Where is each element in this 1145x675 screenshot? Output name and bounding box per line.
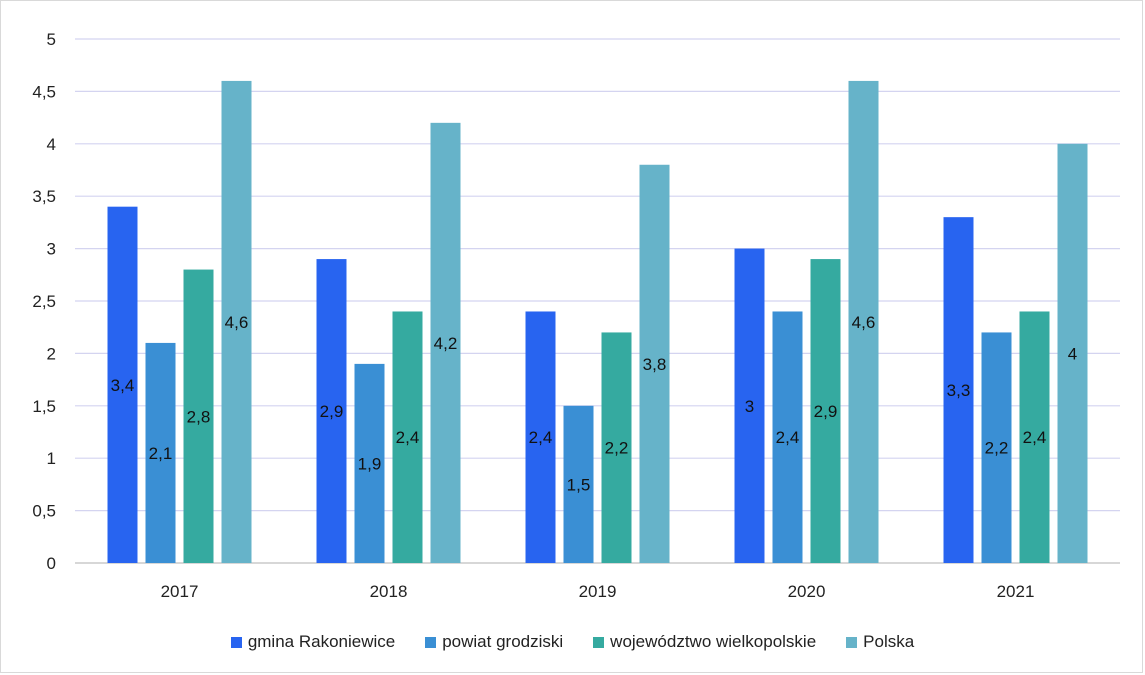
data-label: 3,8 [643,355,667,374]
y-tick-label: 0,5 [32,502,56,521]
bar [354,363,385,563]
data-label: 2,4 [1023,428,1047,447]
legend-label: gmina Rakoniewice [247,632,396,651]
y-tick-label: 4 [47,135,56,154]
bar [430,122,461,563]
x-tick-label: 2020 [788,582,826,601]
bar [145,342,176,563]
data-label: 2,8 [187,407,211,426]
bar [563,405,594,563]
legend-swatch [230,636,242,648]
legend-label: Polska [863,632,915,651]
x-tick-label: 2021 [997,582,1035,601]
bar [772,311,803,563]
bar [810,259,841,563]
data-labels: 3,4 2,1 2,8 4,6 2,9 1,9 2,4 4,2 2,4 1,5 2,2 3,8 3 2,4… [111,313,1078,494]
legend-swatch [846,636,858,648]
bar [525,311,556,563]
data-label: 3,4 [111,376,135,395]
y-tick-label: 3 [47,240,56,259]
bar [392,311,423,563]
data-label: 2,4 [529,428,553,447]
legend-label: województwo wielkopolskie [610,632,817,651]
y-tick-label: 4,5 [32,82,56,101]
y-tick-label: 1 [47,449,56,468]
x-axis-ticks: 2017 2018 2019 2020 2021 [161,582,1035,601]
legend-swatch [425,636,437,648]
data-label: 2,1 [149,444,173,463]
legend: gmina Rakoniewice powiat grodziski wojewód… [0,632,1145,652]
bar [1057,143,1088,564]
legend-swatch [593,636,605,648]
data-label: 4,6 [852,313,876,332]
bars [107,80,1088,564]
data-label: 2,2 [605,439,629,458]
bar [183,269,214,563]
bar [601,332,632,563]
bar [981,332,1012,563]
y-tick-label: 5 [47,30,56,49]
bar [221,80,252,564]
legend-item: powiat grodziski [425,632,563,652]
data-label: 2,4 [776,428,800,447]
data-label: 2,9 [814,402,838,421]
bar-chart: 00,511,522,533,544,55 2017 2018 2019 2020 20… [32,30,1120,601]
bar [639,164,670,563]
bar [848,80,879,564]
y-tick-label: 1,5 [32,397,56,416]
y-tick-label: 2 [47,344,56,363]
data-label: 4,6 [225,313,249,332]
bar [943,217,974,563]
y-tick-label: 3,5 [32,187,56,206]
legend-label: powiat grodziski [442,632,564,651]
data-label: 1,9 [358,454,382,473]
data-label: 2,2 [985,439,1009,458]
data-label: 2,4 [396,428,420,447]
legend-item: gmina Rakoniewice [230,632,396,652]
bar [107,206,138,563]
data-label: 4 [1068,344,1077,363]
data-label: 2,9 [320,402,344,421]
x-tick-label: 2018 [370,582,408,601]
data-label: 3,3 [947,381,971,400]
data-label: 1,5 [567,475,591,494]
bar [734,248,765,563]
x-tick-label: 2019 [579,582,617,601]
data-label: 4,2 [434,334,458,353]
y-axis-ticks: 0 0,5 1 1,5 2 2,5 3 3,5 4 4,5 5 [32,30,56,573]
y-tick-label: 0 [47,554,56,573]
data-label: 3 [745,397,754,416]
bar [1019,311,1050,563]
x-tick-label: 2017 [161,582,199,601]
legend-item: Polska [846,632,914,652]
legend-item: województwo wielkopolskie [593,632,816,652]
y-tick-label: 2,5 [32,292,56,311]
bar [316,259,347,563]
